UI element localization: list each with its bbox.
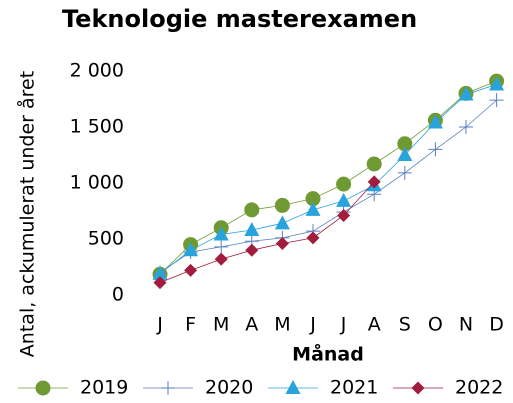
data-point [458,86,474,101]
y-tick-label: 1 500 [70,116,124,138]
data-point [428,142,443,157]
data-point [367,175,381,189]
x-tick-label: N [459,314,473,336]
series-line [159,80,497,275]
data-point [214,239,229,254]
data-point [397,165,412,180]
y-tick-label: 1 000 [70,172,124,194]
x-tick-label: F [185,314,196,336]
data-point [152,265,168,280]
x-tick-label: J [309,314,316,336]
data-point [336,192,352,207]
legend-label: 2022 [455,377,503,399]
data-point [274,215,290,230]
x-tick-label: O [428,314,443,336]
data-point [489,76,505,91]
data-point [153,276,167,290]
data-point [366,156,382,172]
data-point [427,114,443,129]
x-tick-label: S [399,314,411,336]
data-point [275,236,289,250]
x-tick-label: M [213,314,229,336]
data-point [397,136,413,152]
data-point [244,202,260,218]
data-point [489,93,504,108]
data-point [213,226,229,241]
data-point [245,243,259,257]
data-point [274,197,290,213]
data-point [305,201,321,216]
chart-title: Teknologie masterexamen [62,5,417,33]
series-line [159,84,497,275]
data-point [459,120,473,134]
legend-label: 2020 [205,377,253,399]
legend-label: 2021 [330,377,378,399]
x-tick-label: J [156,314,163,336]
data-point [306,231,320,245]
data-point [336,176,352,192]
data-point [244,222,260,237]
data-point [183,242,199,257]
legend-marker [161,381,175,395]
legend-marker [35,380,51,396]
data-point [214,252,228,266]
data-point [305,191,321,207]
series-line [159,99,497,273]
data-point [397,147,413,161]
x-tick-label: J [340,314,347,336]
y-tick-label: 0 [112,284,124,306]
x-tick-label: A [245,314,258,336]
y-tick-label: 500 [88,228,124,250]
legend-marker [285,380,301,394]
legend-label: 2019 [80,377,128,399]
x-tick-label: M [274,314,290,336]
y-tick-label: 2 000 [70,60,124,82]
y-axis-title: Antal, ackumulerat under året [16,71,39,357]
x-axis-title: Månad [292,342,364,366]
x-tick-label: D [489,314,504,336]
x-tick-label: A [368,314,381,336]
data-point [184,263,198,277]
legend-marker [411,381,425,395]
series-line [159,181,375,284]
data-point [337,208,351,222]
